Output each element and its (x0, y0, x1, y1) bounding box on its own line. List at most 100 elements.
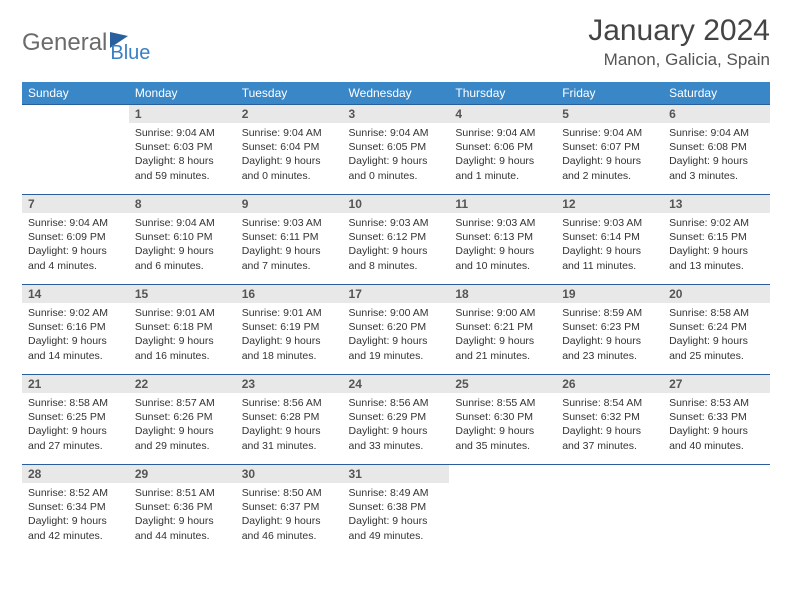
day-content: Sunrise: 9:04 AMSunset: 6:08 PMDaylight:… (663, 123, 770, 186)
day-number: 22 (129, 375, 236, 393)
calendar-cell: 5Sunrise: 9:04 AMSunset: 6:07 PMDaylight… (556, 105, 663, 195)
title-block: January 2024 Manon, Galicia, Spain (588, 14, 770, 70)
day-content: Sunrise: 9:02 AMSunset: 6:15 PMDaylight:… (663, 213, 770, 276)
calendar-cell: 16Sunrise: 9:01 AMSunset: 6:19 PMDayligh… (236, 285, 343, 375)
day-number: 19 (556, 285, 663, 303)
day-content: Sunrise: 8:56 AMSunset: 6:29 PMDaylight:… (343, 393, 450, 456)
calendar-cell: 22Sunrise: 8:57 AMSunset: 6:26 PMDayligh… (129, 375, 236, 465)
day-header: Friday (556, 82, 663, 105)
day-content: Sunrise: 8:50 AMSunset: 6:37 PMDaylight:… (236, 483, 343, 546)
day-content: Sunrise: 8:52 AMSunset: 6:34 PMDaylight:… (22, 483, 129, 546)
day-number: 23 (236, 375, 343, 393)
calendar-cell (22, 105, 129, 195)
calendar-cell (556, 465, 663, 555)
calendar-cell: 12Sunrise: 9:03 AMSunset: 6:14 PMDayligh… (556, 195, 663, 285)
day-content: Sunrise: 9:02 AMSunset: 6:16 PMDaylight:… (22, 303, 129, 366)
day-number: 9 (236, 195, 343, 213)
day-content: Sunrise: 9:01 AMSunset: 6:19 PMDaylight:… (236, 303, 343, 366)
day-number: 5 (556, 105, 663, 123)
day-number: 28 (22, 465, 129, 483)
day-content: Sunrise: 8:49 AMSunset: 6:38 PMDaylight:… (343, 483, 450, 546)
calendar-row: 1Sunrise: 9:04 AMSunset: 6:03 PMDaylight… (22, 105, 770, 195)
day-number: 20 (663, 285, 770, 303)
day-content: Sunrise: 9:04 AMSunset: 6:04 PMDaylight:… (236, 123, 343, 186)
day-number: 10 (343, 195, 450, 213)
day-number: 2 (236, 105, 343, 123)
day-content: Sunrise: 8:57 AMSunset: 6:26 PMDaylight:… (129, 393, 236, 456)
calendar-cell: 1Sunrise: 9:04 AMSunset: 6:03 PMDaylight… (129, 105, 236, 195)
day-content: Sunrise: 9:00 AMSunset: 6:20 PMDaylight:… (343, 303, 450, 366)
calendar-cell: 27Sunrise: 8:53 AMSunset: 6:33 PMDayligh… (663, 375, 770, 465)
calendar-cell: 20Sunrise: 8:58 AMSunset: 6:24 PMDayligh… (663, 285, 770, 375)
calendar-cell (449, 465, 556, 555)
day-number: 25 (449, 375, 556, 393)
day-number: 31 (343, 465, 450, 483)
calendar-cell: 29Sunrise: 8:51 AMSunset: 6:36 PMDayligh… (129, 465, 236, 555)
day-header: Sunday (22, 82, 129, 105)
day-number: 21 (22, 375, 129, 393)
calendar-cell: 9Sunrise: 9:03 AMSunset: 6:11 PMDaylight… (236, 195, 343, 285)
calendar-cell: 17Sunrise: 9:00 AMSunset: 6:20 PMDayligh… (343, 285, 450, 375)
calendar-cell: 11Sunrise: 9:03 AMSunset: 6:13 PMDayligh… (449, 195, 556, 285)
day-number: 15 (129, 285, 236, 303)
day-header: Saturday (663, 82, 770, 105)
day-number: 6 (663, 105, 770, 123)
calendar-cell: 24Sunrise: 8:56 AMSunset: 6:29 PMDayligh… (343, 375, 450, 465)
calendar-cell: 18Sunrise: 9:00 AMSunset: 6:21 PMDayligh… (449, 285, 556, 375)
day-number: 17 (343, 285, 450, 303)
day-content: Sunrise: 8:55 AMSunset: 6:30 PMDaylight:… (449, 393, 556, 456)
calendar-cell: 19Sunrise: 8:59 AMSunset: 6:23 PMDayligh… (556, 285, 663, 375)
day-content: Sunrise: 8:54 AMSunset: 6:32 PMDaylight:… (556, 393, 663, 456)
calendar-cell: 6Sunrise: 9:04 AMSunset: 6:08 PMDaylight… (663, 105, 770, 195)
logo: General Blue (22, 20, 150, 65)
day-number: 18 (449, 285, 556, 303)
calendar-cell: 13Sunrise: 9:02 AMSunset: 6:15 PMDayligh… (663, 195, 770, 285)
day-content: Sunrise: 9:04 AMSunset: 6:03 PMDaylight:… (129, 123, 236, 186)
day-number: 26 (556, 375, 663, 393)
day-number: 13 (663, 195, 770, 213)
calendar-cell: 21Sunrise: 8:58 AMSunset: 6:25 PMDayligh… (22, 375, 129, 465)
day-content: Sunrise: 8:53 AMSunset: 6:33 PMDaylight:… (663, 393, 770, 456)
calendar-cell: 10Sunrise: 9:03 AMSunset: 6:12 PMDayligh… (343, 195, 450, 285)
day-header-row: Sunday Monday Tuesday Wednesday Thursday… (22, 82, 770, 105)
day-header: Tuesday (236, 82, 343, 105)
day-number: 4 (449, 105, 556, 123)
day-content: Sunrise: 9:04 AMSunset: 6:10 PMDaylight:… (129, 213, 236, 276)
day-content: Sunrise: 9:03 AMSunset: 6:12 PMDaylight:… (343, 213, 450, 276)
day-number: 14 (22, 285, 129, 303)
day-header: Thursday (449, 82, 556, 105)
day-content: Sunrise: 9:03 AMSunset: 6:14 PMDaylight:… (556, 213, 663, 276)
day-content: Sunrise: 9:04 AMSunset: 6:06 PMDaylight:… (449, 123, 556, 186)
calendar-row: 28Sunrise: 8:52 AMSunset: 6:34 PMDayligh… (22, 465, 770, 555)
day-number: 3 (343, 105, 450, 123)
day-content: Sunrise: 8:58 AMSunset: 6:24 PMDaylight:… (663, 303, 770, 366)
day-number: 12 (556, 195, 663, 213)
day-content: Sunrise: 8:58 AMSunset: 6:25 PMDaylight:… (22, 393, 129, 456)
day-number: 27 (663, 375, 770, 393)
day-number: 7 (22, 195, 129, 213)
calendar-cell (663, 465, 770, 555)
day-content: Sunrise: 9:04 AMSunset: 6:05 PMDaylight:… (343, 123, 450, 186)
day-content: Sunrise: 9:03 AMSunset: 6:11 PMDaylight:… (236, 213, 343, 276)
day-content: Sunrise: 9:01 AMSunset: 6:18 PMDaylight:… (129, 303, 236, 366)
logo-name: General (22, 29, 107, 57)
calendar-cell: 31Sunrise: 8:49 AMSunset: 6:38 PMDayligh… (343, 465, 450, 555)
day-number: 29 (129, 465, 236, 483)
calendar-cell: 26Sunrise: 8:54 AMSunset: 6:32 PMDayligh… (556, 375, 663, 465)
day-number: 16 (236, 285, 343, 303)
day-content: Sunrise: 8:56 AMSunset: 6:28 PMDaylight:… (236, 393, 343, 456)
calendar-row: 7Sunrise: 9:04 AMSunset: 6:09 PMDaylight… (22, 195, 770, 285)
calendar-cell: 8Sunrise: 9:04 AMSunset: 6:10 PMDaylight… (129, 195, 236, 285)
day-content: Sunrise: 9:00 AMSunset: 6:21 PMDaylight:… (449, 303, 556, 366)
calendar-row: 14Sunrise: 9:02 AMSunset: 6:16 PMDayligh… (22, 285, 770, 375)
calendar-row: 21Sunrise: 8:58 AMSunset: 6:25 PMDayligh… (22, 375, 770, 465)
calendar-cell: 25Sunrise: 8:55 AMSunset: 6:30 PMDayligh… (449, 375, 556, 465)
calendar-table: Sunday Monday Tuesday Wednesday Thursday… (22, 82, 770, 555)
location: Manon, Galicia, Spain (588, 50, 770, 70)
day-content: Sunrise: 9:03 AMSunset: 6:13 PMDaylight:… (449, 213, 556, 276)
calendar-cell: 28Sunrise: 8:52 AMSunset: 6:34 PMDayligh… (22, 465, 129, 555)
day-number: 8 (129, 195, 236, 213)
day-number: 11 (449, 195, 556, 213)
day-number: 24 (343, 375, 450, 393)
header: General Blue January 2024 Manon, Galicia… (22, 14, 770, 70)
